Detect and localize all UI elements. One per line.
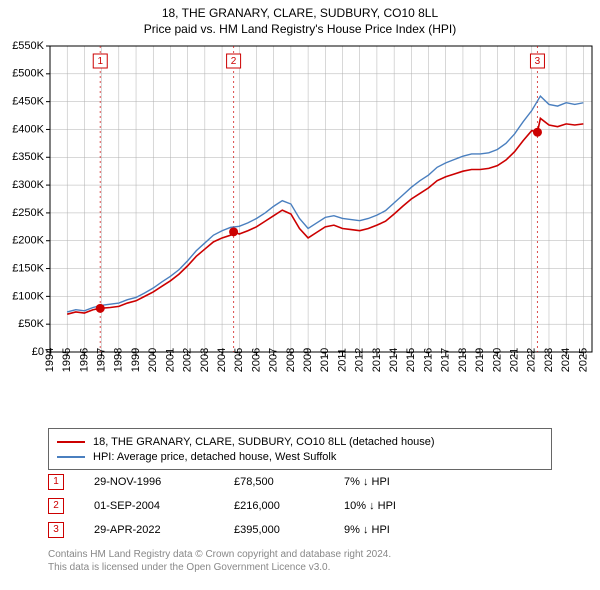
- page: 18, THE GRANARY, CLARE, SUDBURY, CO10 8L…: [0, 0, 600, 590]
- svg-text:2010: 2010: [319, 348, 331, 372]
- svg-text:£350K: £350K: [12, 151, 44, 163]
- svg-text:1: 1: [97, 56, 103, 67]
- chart: £0 £50K £100K £150K £200K £250K £300K £350K £400…: [0, 40, 600, 420]
- svg-text:2019: 2019: [474, 348, 486, 372]
- svg-text:2018: 2018: [457, 348, 469, 372]
- svg-text:1999: 1999: [130, 348, 142, 372]
- legend-swatch: [57, 456, 85, 458]
- svg-text:2016: 2016: [422, 348, 434, 372]
- svg-text:2001: 2001: [164, 348, 176, 372]
- sale-row: 1 29-NOV-1996£78,5007% ↓ HPI: [48, 470, 552, 494]
- svg-text:£550K: £550K: [12, 40, 44, 52]
- svg-text:£100K: £100K: [12, 290, 44, 302]
- legend-label: HPI: Average price, detached house, West…: [93, 451, 336, 463]
- svg-text:£150K: £150K: [12, 262, 44, 274]
- svg-text:£300K: £300K: [12, 179, 44, 191]
- footnote-line-2: This data is licensed under the Open Gov…: [48, 561, 552, 574]
- sale-date: 01-SEP-2004: [94, 500, 234, 512]
- svg-text:2009: 2009: [302, 348, 314, 372]
- legend-swatch: [57, 441, 85, 443]
- sale-marker: 1: [48, 474, 64, 490]
- legend-row: 18, THE GRANARY, CLARE, SUDBURY, CO10 8L…: [57, 434, 543, 449]
- svg-text:2000: 2000: [147, 348, 159, 372]
- sale-delta: 10% ↓ HPI: [344, 500, 444, 512]
- svg-text:2017: 2017: [440, 348, 452, 372]
- svg-text:2023: 2023: [543, 348, 555, 372]
- sale-row: 2 01-SEP-2004£216,00010% ↓ HPI: [48, 494, 552, 518]
- sale-delta: 7% ↓ HPI: [344, 476, 444, 488]
- sale-price: £78,500: [234, 476, 344, 488]
- sale-marker: 3: [48, 522, 64, 538]
- svg-text:2: 2: [231, 56, 237, 67]
- svg-text:£200K: £200K: [12, 235, 44, 247]
- sale-date: 29-APR-2022: [94, 524, 234, 536]
- svg-text:£250K: £250K: [12, 207, 44, 219]
- title-line-1: 18, THE GRANARY, CLARE, SUDBURY, CO10 8L…: [0, 6, 600, 22]
- title-line-2: Price paid vs. HM Land Registry's House …: [0, 22, 600, 38]
- svg-text:1995: 1995: [61, 348, 73, 372]
- svg-text:2024: 2024: [560, 348, 572, 372]
- chart-svg: £0 £50K £100K £150K £200K £250K £300K £350K £400…: [0, 40, 600, 420]
- svg-text:2012: 2012: [354, 348, 366, 372]
- svg-text:2005: 2005: [233, 348, 245, 372]
- legend: 18, THE GRANARY, CLARE, SUDBURY, CO10 8L…: [48, 428, 552, 470]
- sale-date: 29-NOV-1996: [94, 476, 234, 488]
- svg-text:£450K: £450K: [12, 96, 44, 108]
- sale-delta: 9% ↓ HPI: [344, 524, 444, 536]
- legend-row: HPI: Average price, detached house, West…: [57, 449, 543, 464]
- footnote: Contains HM Land Registry data © Crown c…: [48, 548, 552, 574]
- sale-row: 3 29-APR-2022£395,0009% ↓ HPI: [48, 518, 552, 542]
- svg-text:£500K: £500K: [12, 68, 44, 80]
- svg-text:2025: 2025: [577, 348, 589, 372]
- svg-text:1997: 1997: [96, 348, 108, 372]
- svg-text:2002: 2002: [182, 348, 194, 372]
- legend-label: 18, THE GRANARY, CLARE, SUDBURY, CO10 8L…: [93, 436, 435, 448]
- svg-text:2022: 2022: [526, 348, 538, 372]
- sale-price: £216,000: [234, 500, 344, 512]
- svg-text:2014: 2014: [388, 348, 400, 372]
- svg-text:2008: 2008: [285, 348, 297, 372]
- svg-text:3: 3: [535, 56, 541, 67]
- svg-text:2007: 2007: [268, 348, 280, 372]
- svg-text:£50K: £50K: [18, 318, 44, 330]
- svg-text:1996: 1996: [78, 348, 90, 372]
- svg-text:£0: £0: [32, 346, 44, 358]
- svg-text:2015: 2015: [405, 348, 417, 372]
- sale-price: £395,000: [234, 524, 344, 536]
- svg-text:2004: 2004: [216, 348, 228, 372]
- chart-title: 18, THE GRANARY, CLARE, SUDBURY, CO10 8L…: [0, 0, 600, 37]
- svg-text:2006: 2006: [250, 348, 262, 372]
- footnote-line-1: Contains HM Land Registry data © Crown c…: [48, 548, 552, 561]
- svg-text:2021: 2021: [508, 348, 520, 372]
- svg-text:2003: 2003: [199, 348, 211, 372]
- svg-text:2013: 2013: [371, 348, 383, 372]
- svg-text:2020: 2020: [491, 348, 503, 372]
- svg-text:£400K: £400K: [12, 123, 44, 135]
- sale-marker: 2: [48, 498, 64, 514]
- svg-text:1998: 1998: [113, 348, 125, 372]
- sales-table: 1 29-NOV-1996£78,5007% ↓ HPI 2 01-SEP-2004£…: [48, 470, 552, 542]
